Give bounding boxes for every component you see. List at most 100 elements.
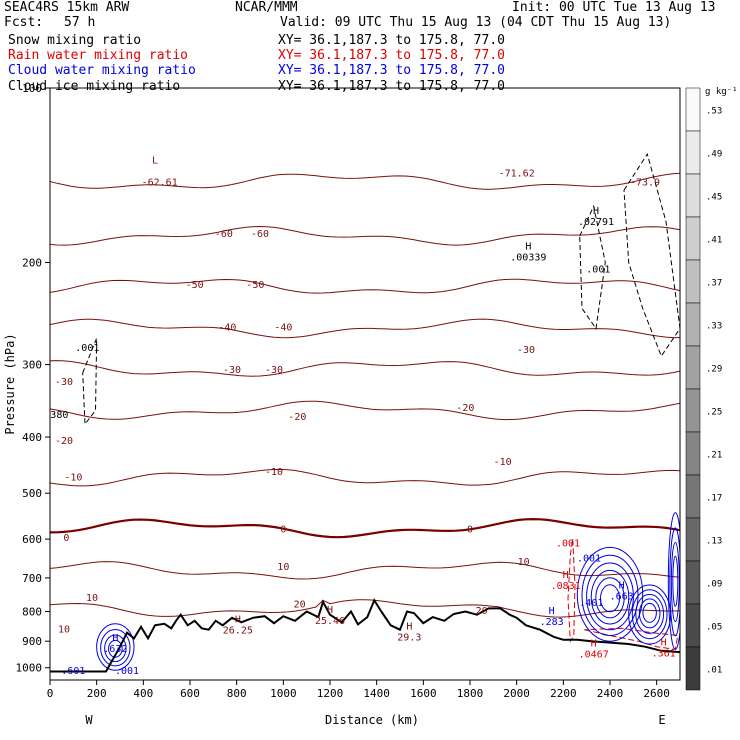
isotherm-label: -60 (215, 229, 233, 240)
extremum-value: .02791 (578, 217, 614, 228)
colorbar-swatch (685, 646, 701, 691)
field-xy-cloud-ice: XY= 36.1,187.3 to 175.8, 77.0 (278, 79, 505, 94)
chart-header: SEAC4RS 15km ARW NCAR/MMM Init: 00 UTC T… (0, 0, 740, 100)
contour-label: .601 (61, 666, 85, 677)
cloud-water-contour (638, 598, 661, 629)
extremum-value: .663 (610, 591, 634, 602)
extremum-value: .632 (103, 644, 127, 655)
cloud-water-contour (667, 512, 680, 650)
isotherm-label: -30 (517, 345, 535, 356)
isotherm-label: 20 (476, 606, 488, 617)
isotherm-label: 0 (280, 524, 286, 535)
field-xy-snow: XY= 36.1,187.3 to 175.8, 77.0 (278, 33, 505, 48)
isotherm-label: -73.9 (630, 178, 660, 189)
valid-time: Valid: 09 UTC Thu 15 Aug 13 (04 CDT Thu … (280, 15, 672, 30)
isotherm-label: -30 (55, 377, 73, 388)
field-name-rain: Rain water mixing ratio (8, 48, 189, 63)
extremum-value: .283 (540, 617, 564, 628)
cloud-water-contour (104, 634, 127, 663)
model-title: SEAC4RS 15km ARW (4, 0, 130, 15)
cloud-water-contour (595, 577, 625, 619)
cloud-water-contour (590, 569, 630, 625)
org-label: NCAR/MMM (235, 0, 298, 15)
fcst-value: 57 h (64, 15, 96, 30)
cloud-water-contour (576, 546, 644, 642)
colorbar: .53 .49 .45 .41 .37 .33 .29 .25 .21 .17 .13 .09 .05.… (685, 87, 722, 691)
isotherm-m40 (50, 318, 680, 339)
extremum-marker: H (327, 605, 333, 616)
cloud-water-contour (96, 623, 135, 671)
y-tick-label: 800 (22, 606, 42, 619)
y-tick-label: 700 (22, 572, 42, 585)
extremum-marker: H (235, 614, 241, 625)
isotherm-label: -30 (223, 365, 241, 376)
colorbar-swatch (685, 431, 701, 476)
x-tick-label: 1600 (410, 687, 437, 700)
extremum-marker: L (152, 156, 158, 167)
isotherm-label: -60 (251, 229, 269, 240)
x-tick-label: 1800 (457, 687, 484, 700)
x-tick-label: 200 (87, 687, 107, 700)
contour-label: 380 (50, 410, 68, 421)
y-tick-label: 400 (22, 431, 42, 444)
extremum-marker: H (593, 206, 599, 217)
cloud-water-contour (108, 639, 123, 658)
x-tick-label: 600 (180, 687, 200, 700)
extremum-marker: H (406, 622, 412, 633)
colorbar-swatch (685, 474, 701, 519)
x-tick-label: 800 (227, 687, 247, 700)
colorbar-unit: g kg⁻¹ (705, 87, 738, 97)
isotherm-label: -40 (218, 323, 236, 334)
isotherm-label: -50 (246, 280, 264, 291)
cloud-water-contour (670, 542, 680, 622)
contour-label: .001 (75, 343, 99, 354)
cloud-water-contour (631, 589, 668, 640)
isotherm-label: -30 (265, 365, 283, 376)
x-tick-label: 2200 (550, 687, 577, 700)
y-tick-label: 900 (22, 635, 42, 648)
snow-shading-column (569, 430, 586, 531)
isotherm-label: 10 (518, 557, 530, 568)
cloud-ice-contour (579, 204, 606, 330)
contour-label: .001 (586, 265, 610, 276)
x-tick-label: 1000 (270, 687, 297, 700)
colorbar-swatch (685, 173, 701, 218)
colorbar-label: .49 (706, 150, 722, 160)
isotherm-label: -10 (494, 457, 512, 468)
isotherm-label: -40 (274, 323, 292, 334)
contour-label: .001 (115, 666, 139, 677)
colorbar-swatch (685, 388, 701, 433)
colorbar-label: .13 (706, 537, 722, 547)
isotherm-m50 (50, 278, 680, 294)
isotherm-label: 0 (63, 533, 69, 544)
x-tick-label: 0 (47, 687, 54, 700)
field-name-cloud-ice: Cloud ice mixing ratio (8, 79, 181, 94)
isotherm-m10 (50, 468, 680, 487)
extremum-value: .361 (652, 648, 676, 659)
colorbar-label: .09 (706, 580, 722, 590)
y-axis-title: Pressure (hPa) (3, 333, 17, 434)
isotherm-label: -20 (288, 412, 306, 423)
isotherm-label: -62.61 (142, 178, 178, 189)
extremum-marker: H (619, 580, 625, 591)
isotherm-label: -10 (265, 467, 283, 478)
extremum-value: 29.3 (397, 633, 421, 644)
cloud-water-contour (100, 629, 131, 667)
field-xy-cloud-water: XY= 36.1,187.3 to 175.8, 77.0 (278, 63, 505, 78)
colorbar-swatch (685, 130, 701, 175)
plot-area: -62.61 -60 -60 -50 -50 -40 -40 -30 -30 -30 -30 -20 -… (50, 152, 680, 677)
isotherm-label: 10 (277, 562, 289, 573)
x-axis-east-label: E (658, 713, 665, 727)
x-tick-label: 2000 (503, 687, 530, 700)
isotherm-label: -50 (186, 280, 204, 291)
isotherm-label: 20 (294, 600, 306, 611)
colorbar-swatch (685, 302, 701, 347)
colorbar-label: .01 (706, 666, 722, 676)
colorbar-swatch (685, 560, 701, 605)
colorbar-swatch (685, 87, 701, 132)
x-tick-label: 2400 (597, 687, 624, 700)
colorbar-label: .21 (706, 451, 722, 461)
isotherm-m20 (50, 400, 680, 421)
init-time: Init: 00 UTC Tue 13 Aug 13 (512, 0, 716, 15)
cloud-water-contour (635, 593, 665, 634)
